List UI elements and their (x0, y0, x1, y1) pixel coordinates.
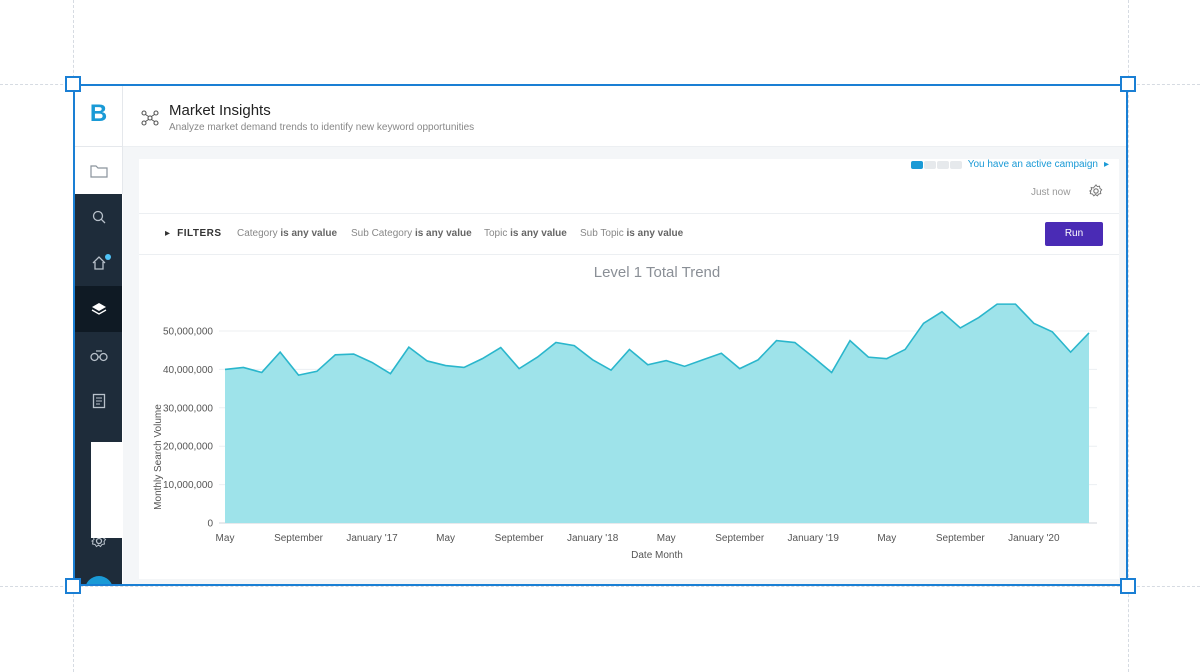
sidebar-item-folder[interactable] (75, 148, 122, 194)
filter-value: is any value (626, 228, 684, 239)
binoculars-icon (89, 350, 108, 362)
x-tick-label: September (715, 533, 765, 544)
x-tick-label: January '20 (1008, 533, 1060, 544)
resize-handle-top-left[interactable] (65, 76, 81, 92)
home-icon (92, 256, 105, 270)
caret-right-icon: ▸ (165, 228, 171, 239)
x-axis-label: Date Month (631, 550, 683, 561)
settings-gear-icon[interactable] (1089, 184, 1103, 198)
filters-bar: ▸ FILTERS Category is any value Sub Cate… (139, 213, 1119, 255)
sidebar-top: B (75, 86, 123, 194)
filter-label: Sub Category (351, 228, 413, 239)
filter-sub-topic[interactable]: Sub Topic is any value (580, 228, 683, 239)
x-tick-label: January '17 (346, 533, 398, 544)
guide-bottom (0, 586, 1200, 587)
x-tick-label: September (274, 533, 324, 544)
y-tick-label: 20,000,000 (163, 442, 213, 453)
avatar[interactable] (85, 576, 113, 584)
x-tick-label: May (216, 533, 235, 544)
folder-icon (89, 165, 108, 178)
page-header: Market Insights Analyze market demand tr… (123, 86, 1126, 147)
insights-card: You have an active campaign ▸ Just now ▸… (139, 159, 1119, 579)
selection-frame[interactable]: B Market Insights Analyze (73, 84, 1128, 586)
area-line (224, 303, 1090, 377)
app-logo[interactable]: B (89, 100, 108, 127)
filter-label: Sub Topic (580, 228, 624, 239)
x-tick-label: September (936, 533, 986, 544)
sidebar-item-binoculars[interactable] (75, 332, 122, 378)
y-tick-label: 10,000,000 (163, 480, 213, 491)
x-tick-label: May (657, 533, 676, 544)
filter-sub-category[interactable]: Sub Category is any value (351, 228, 472, 239)
filter-value: is any value (414, 228, 472, 239)
gear-icon (90, 533, 106, 548)
guide-right (1128, 0, 1129, 672)
last-updated: Just now (1031, 187, 1071, 198)
layers-icon (91, 303, 106, 315)
filter-category[interactable]: Category is any value (237, 228, 337, 239)
sidebar-item-home[interactable] (75, 240, 122, 286)
filter-label: Category (237, 228, 278, 239)
sidebar-item-document[interactable] (75, 378, 122, 424)
trend-chart: Level 1 Total Trend 0 10,000,000 20,000,000… (153, 264, 1097, 561)
page-title: Market Insights (169, 102, 271, 119)
active-campaign-link[interactable]: You have an active campaign ▸ (910, 159, 1109, 170)
y-tick-label: 40,000,000 (163, 365, 213, 376)
sidebar-divider (75, 146, 122, 147)
run-button[interactable]: Run (1045, 222, 1103, 246)
sidebar-item-settings[interactable] (75, 518, 122, 564)
y-tick-label: 30,000,000 (163, 403, 213, 414)
y-tick-label: 0 (207, 519, 213, 530)
filter-value: is any value (280, 228, 338, 239)
campaign-text: You have an active campaign (967, 159, 1098, 170)
x-tick-label: May (877, 533, 896, 544)
resize-handle-bottom-right[interactable] (1120, 578, 1136, 594)
resize-handle-top-right[interactable] (1120, 76, 1136, 92)
chart-title: Level 1 Total Trend (594, 264, 720, 281)
y-tick-label: 50,000,000 (163, 327, 213, 338)
resize-handle-bottom-left[interactable] (65, 578, 81, 594)
sidebar-item-search[interactable] (75, 194, 122, 240)
campaign-progress (910, 160, 962, 169)
filters-label: FILTERS (177, 228, 222, 239)
x-tick-label: September (495, 533, 545, 544)
notification-dot (105, 254, 111, 260)
y-axis-label: Monthly Search Volume (153, 404, 164, 510)
caret-right-icon: ▸ (1103, 159, 1109, 170)
filter-topic[interactable]: Topic is any value (484, 228, 567, 239)
filter-label: Topic (484, 228, 508, 239)
network-icon (141, 110, 159, 126)
document-icon (92, 393, 105, 409)
filter-value: is any value (510, 228, 567, 239)
filters-toggle[interactable]: ▸ FILTERS (165, 228, 222, 239)
page-subtitle: Analyze market demand trends to identify… (169, 122, 475, 133)
main-content: You have an active campaign ▸ Just now ▸… (123, 147, 1126, 584)
x-tick-label: January '19 (788, 533, 840, 544)
x-tick-label: May (436, 533, 455, 544)
search-icon (92, 210, 105, 224)
area-fill (225, 304, 1089, 523)
sidebar-item-layers[interactable] (75, 286, 122, 332)
x-tick-label: January '18 (567, 533, 619, 544)
